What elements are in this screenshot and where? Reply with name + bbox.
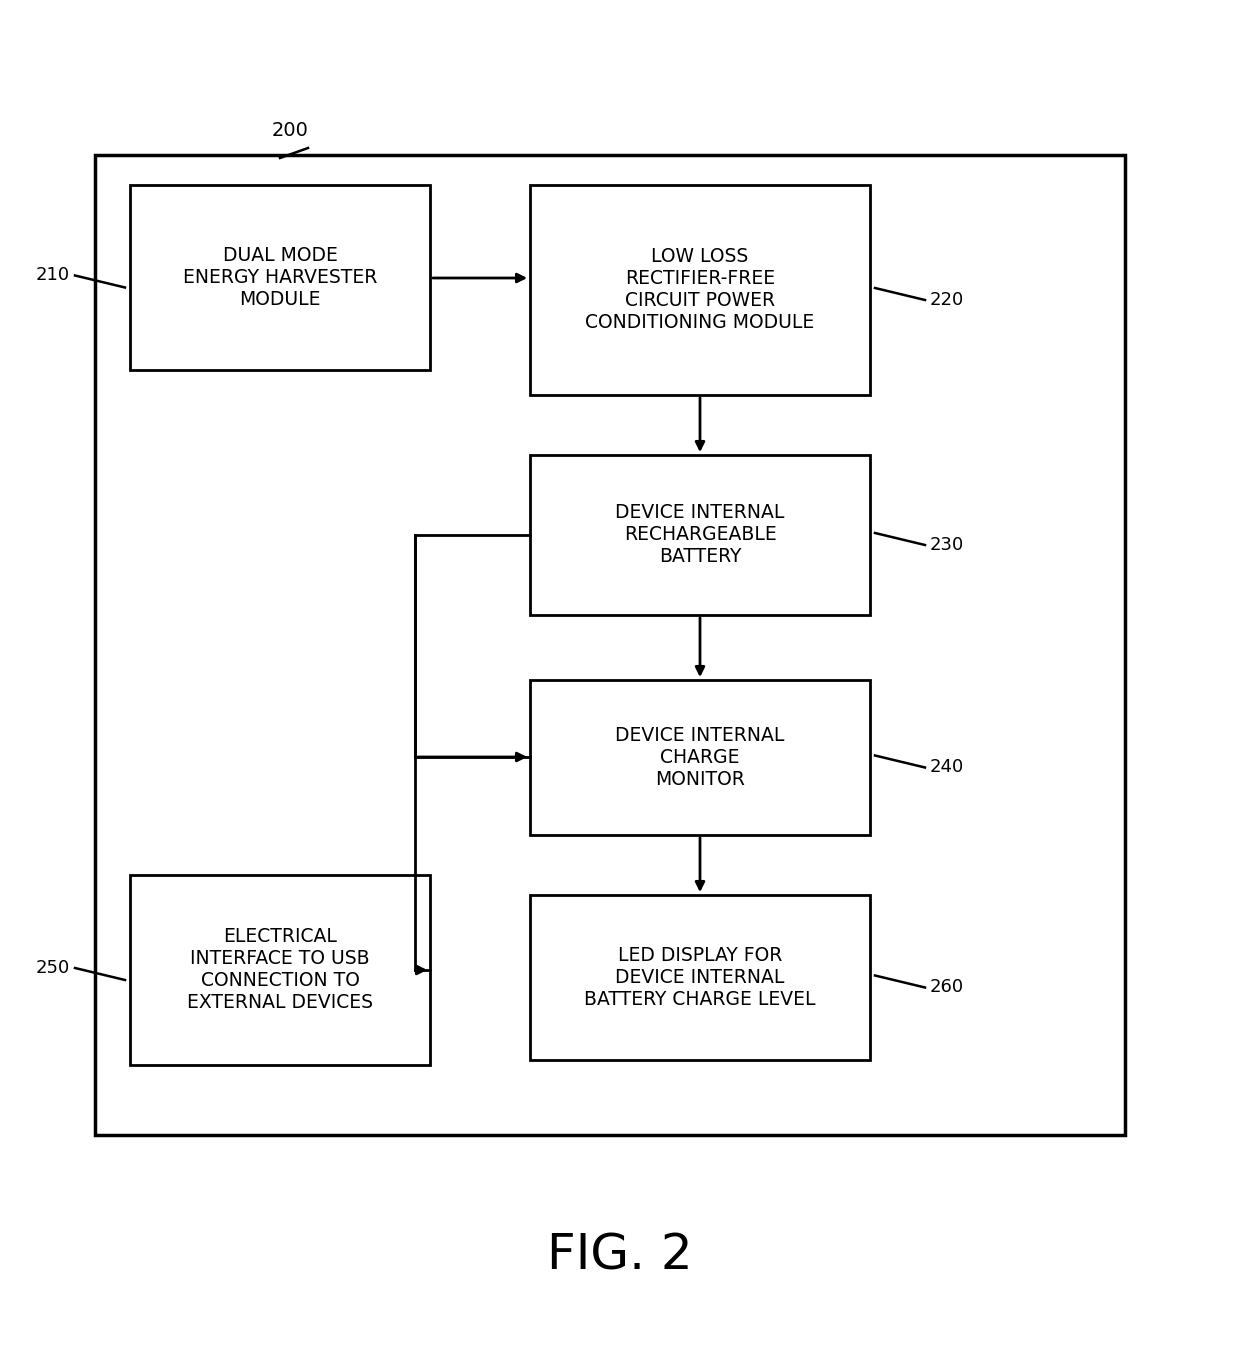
- Bar: [529, 184, 870, 394]
- Bar: [130, 875, 430, 1065]
- Bar: [95, 155, 1125, 1135]
- Text: DEVICE INTERNAL
CHARGE
MONITOR: DEVICE INTERNAL CHARGE MONITOR: [615, 725, 785, 789]
- Text: 230: 230: [930, 536, 965, 555]
- Text: 240: 240: [930, 759, 965, 777]
- Text: LED DISPLAY FOR
DEVICE INTERNAL
BATTERY CHARGE LEVEL: LED DISPLAY FOR DEVICE INTERNAL BATTERY …: [584, 946, 816, 1010]
- Bar: [529, 455, 870, 615]
- Text: DEVICE INTERNAL
RECHARGEABLE
BATTERY: DEVICE INTERNAL RECHARGEABLE BATTERY: [615, 503, 785, 567]
- Text: 210: 210: [36, 267, 69, 284]
- Text: 260: 260: [930, 979, 965, 996]
- Text: DUAL MODE
ENERGY HARVESTER
MODULE: DUAL MODE ENERGY HARVESTER MODULE: [182, 246, 377, 310]
- Bar: [130, 184, 430, 370]
- Text: LOW LOSS
RECTIFIER-FREE
CIRCUIT POWER
CONDITIONING MODULE: LOW LOSS RECTIFIER-FREE CIRCUIT POWER CO…: [585, 248, 815, 332]
- Text: ELECTRICAL
INTERFACE TO USB
CONNECTION TO
EXTERNAL DEVICES: ELECTRICAL INTERFACE TO USB CONNECTION T…: [187, 927, 373, 1012]
- Text: 250: 250: [36, 958, 69, 977]
- Text: 220: 220: [930, 291, 965, 310]
- Bar: [529, 680, 870, 835]
- Bar: [529, 895, 870, 1061]
- Text: 200: 200: [272, 121, 309, 140]
- Text: FIG. 2: FIG. 2: [547, 1232, 693, 1279]
